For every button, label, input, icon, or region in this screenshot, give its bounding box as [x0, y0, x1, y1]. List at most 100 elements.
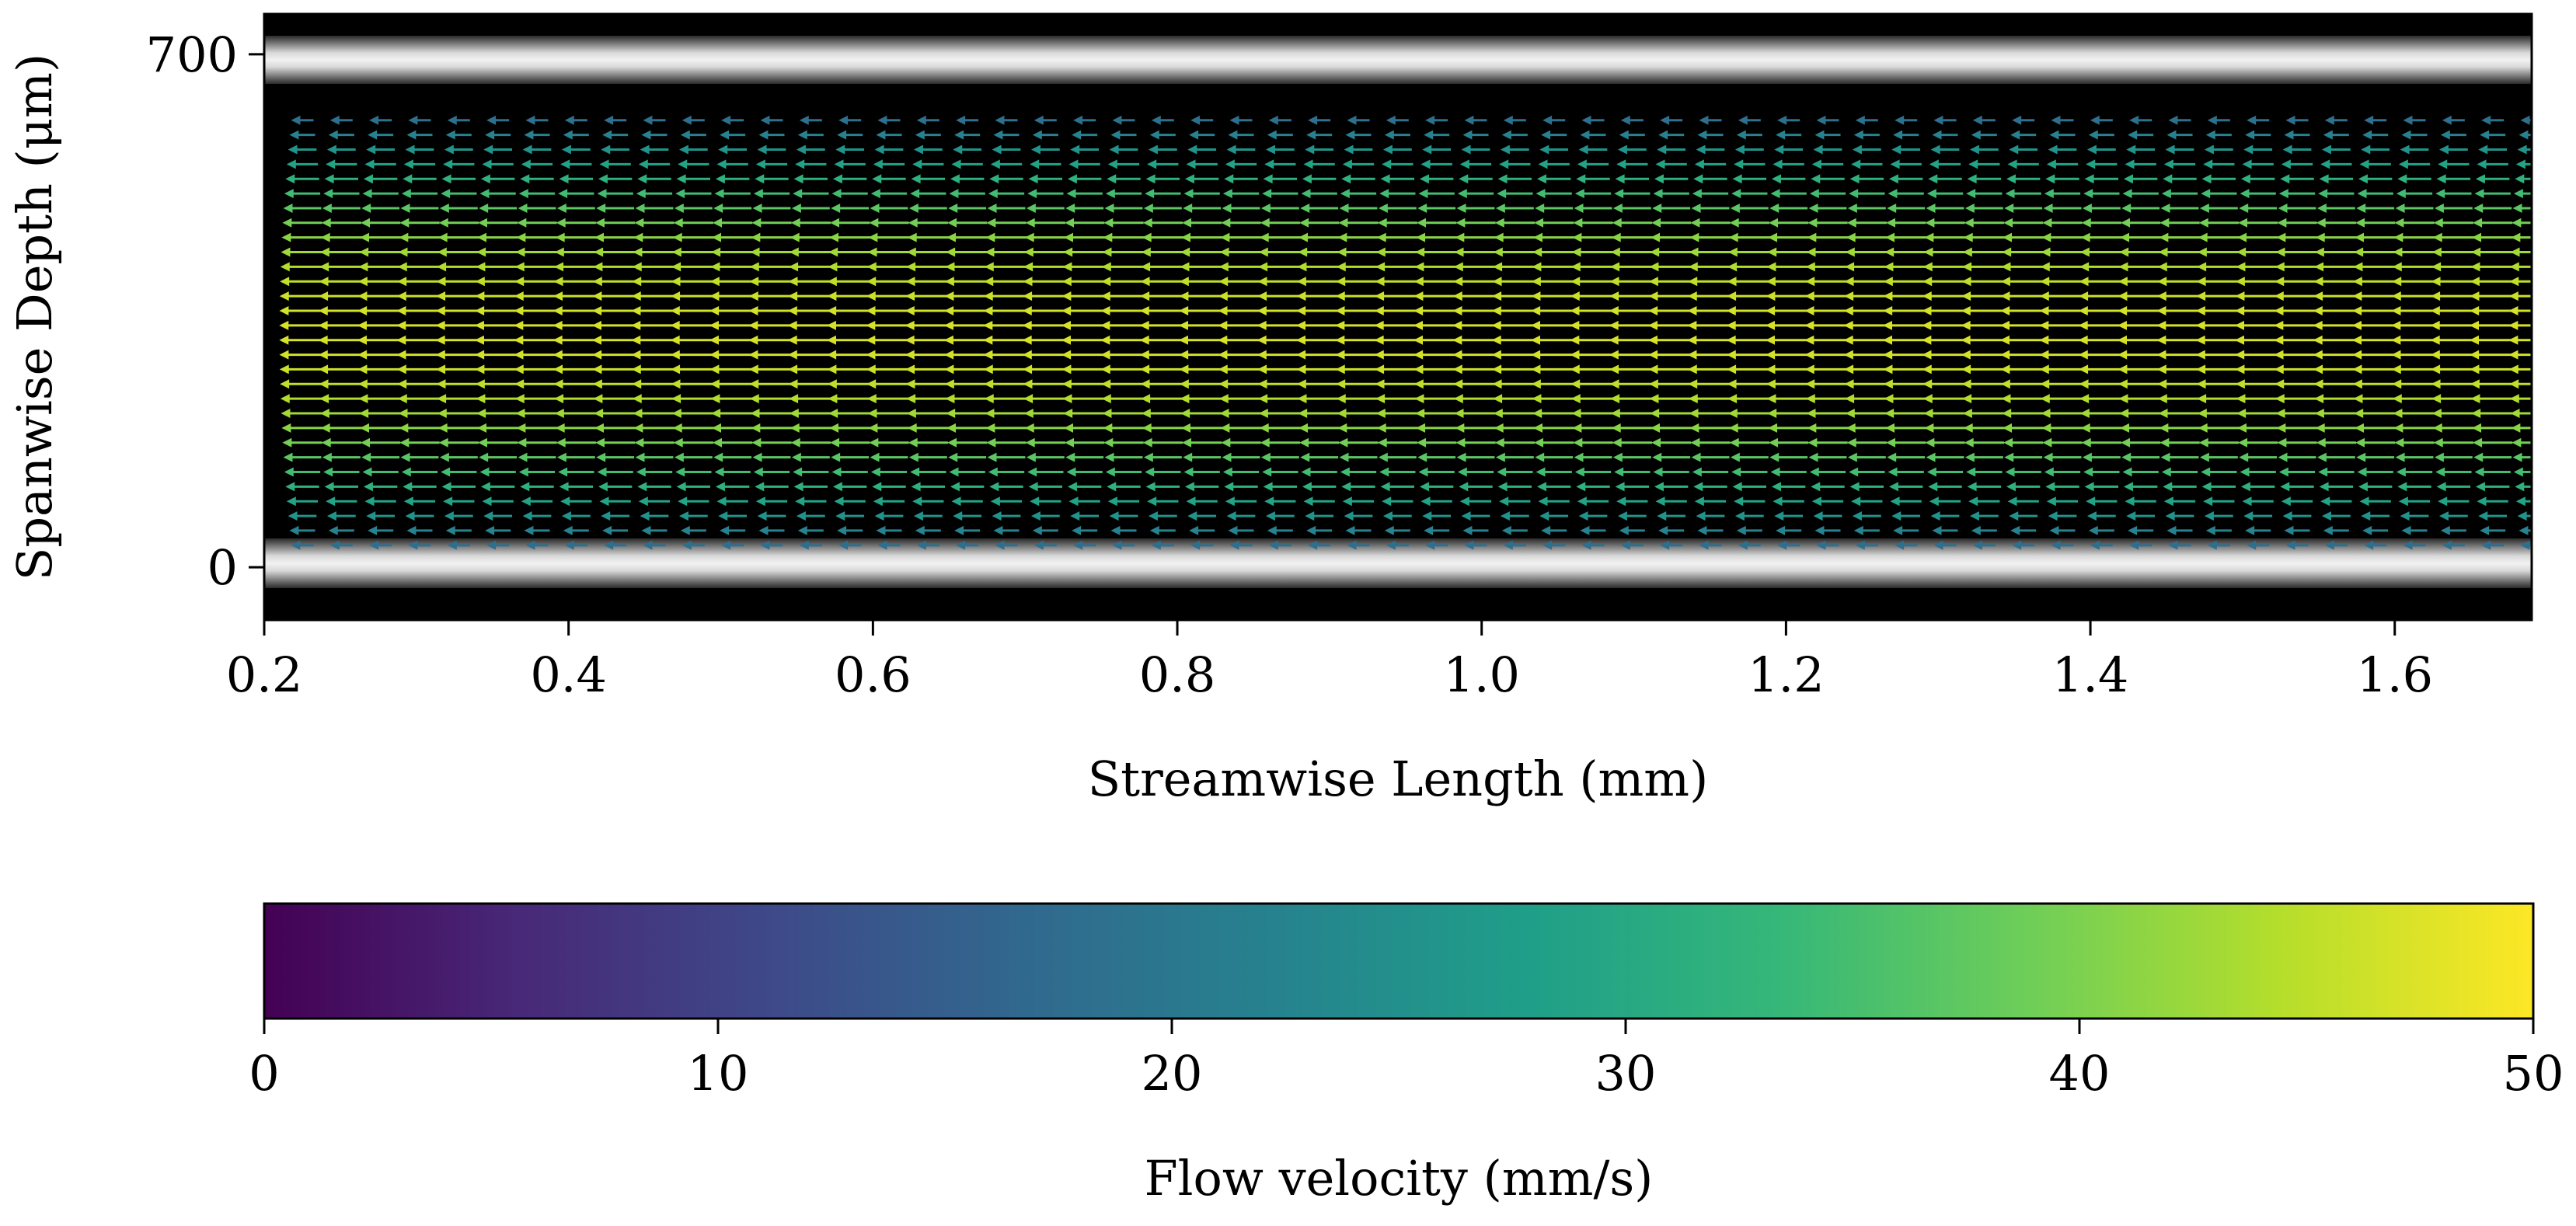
velocity-arrow	[1143, 203, 1182, 213]
velocity-arrow	[2003, 218, 2044, 228]
colorbar-tick-label: 40	[2049, 1045, 2111, 1102]
velocity-arrow	[1337, 247, 1380, 257]
velocity-arrow	[593, 262, 637, 272]
velocity-arrow	[1376, 232, 1418, 242]
velocity-arrow	[441, 174, 476, 184]
velocity-arrow	[751, 218, 792, 228]
velocity-arrow	[993, 130, 1020, 140]
velocity-arrow	[1884, 262, 1928, 272]
velocity-arrow	[1023, 262, 1068, 272]
velocity-arrow	[279, 291, 326, 301]
velocity-arrow	[1576, 174, 1610, 184]
velocity-arrow	[2354, 247, 2397, 257]
velocity-arrow	[592, 291, 638, 301]
velocity-arrow	[2481, 540, 2505, 550]
velocity-arrow	[1023, 409, 1067, 419]
velocity-arrow	[949, 189, 985, 199]
velocity-arrow	[2041, 423, 2083, 433]
colorbar-ticks: 0 10 20 30 40 50	[249, 1019, 2564, 1102]
velocity-arrow	[1734, 496, 1766, 507]
velocity-arrow	[1964, 452, 2003, 462]
velocity-arrow	[1886, 218, 1926, 228]
velocity-arrow	[1734, 145, 1764, 155]
velocity-arrow	[1347, 540, 1370, 550]
velocity-arrow	[1384, 525, 1410, 535]
velocity-arrow	[2119, 247, 2163, 257]
velocity-arrow	[1767, 409, 1811, 419]
velocity-arrow	[641, 525, 668, 535]
velocity-arrow	[1531, 291, 1577, 301]
velocity-arrow	[358, 394, 403, 404]
velocity-arrow	[1691, 203, 1730, 213]
velocity-arrow	[2247, 115, 2270, 125]
velocity-arrow	[2515, 174, 2532, 184]
velocity-arrow	[946, 247, 989, 257]
velocity-arrow	[2118, 364, 2163, 374]
velocity-arrow	[1147, 496, 1179, 507]
velocity-arrow	[2197, 409, 2240, 419]
velocity-arrow	[281, 423, 323, 433]
velocity-arrow	[403, 174, 437, 184]
velocity-arrow	[2474, 467, 2511, 477]
velocity-arrow	[436, 379, 482, 389]
velocity-arrow	[835, 145, 865, 155]
velocity-arrow	[1805, 277, 1850, 287]
velocity-arrow	[721, 540, 744, 550]
velocity-arrow	[1738, 540, 1761, 550]
velocity-arrow	[2203, 496, 2235, 507]
velocity-arrow	[1576, 482, 1610, 492]
velocity-arrow	[2125, 159, 2156, 169]
velocity-arrow	[1415, 409, 1459, 419]
velocity-arrow	[2517, 511, 2532, 521]
velocity-arrow	[1609, 379, 1655, 389]
velocity-arrow	[1112, 540, 1135, 550]
velocity-arrow	[2508, 320, 2532, 330]
velocity-arrow	[288, 511, 317, 521]
velocity-arrow	[1883, 379, 1929, 389]
velocity-arrow	[1268, 115, 1291, 125]
velocity-arrow	[671, 247, 715, 257]
velocity-arrow	[1335, 291, 1382, 301]
velocity-arrow	[1849, 467, 1885, 477]
velocity-arrow	[2438, 511, 2468, 521]
velocity-arrow	[359, 409, 403, 419]
velocity-arrow	[1883, 277, 1929, 287]
velocity-arrow	[716, 496, 748, 507]
velocity-arrow	[476, 394, 520, 404]
velocity-arrow	[2508, 335, 2532, 345]
velocity-arrow	[324, 482, 359, 492]
velocity-arrow	[525, 115, 549, 125]
velocity-arrow	[405, 511, 434, 521]
velocity-arrow	[908, 218, 948, 228]
velocity-arrow	[2090, 115, 2113, 125]
velocity-arrow	[2274, 262, 2320, 272]
velocity-arrow	[1689, 423, 1731, 433]
velocity-arrow	[2040, 394, 2085, 404]
velocity-arrow	[2321, 145, 2351, 155]
velocity-arrow	[2394, 437, 2435, 448]
velocity-arrow	[1420, 159, 1452, 169]
velocity-arrow	[713, 218, 753, 228]
velocity-arrow	[1610, 409, 1654, 419]
velocity-arrow	[1845, 409, 1888, 419]
velocity-arrow	[2470, 262, 2515, 272]
velocity-arrow	[1375, 394, 1420, 404]
velocity-arrow	[1853, 525, 1880, 535]
velocity-arrow	[599, 496, 631, 507]
velocity-arrow	[2480, 130, 2506, 140]
velocity-arrow	[2357, 467, 2393, 477]
velocity-arrow	[2119, 409, 2163, 419]
velocity-arrow	[475, 364, 521, 374]
velocity-arrow	[1729, 218, 1769, 228]
velocity-arrow	[329, 115, 353, 125]
velocity-arrow	[2508, 350, 2532, 360]
velocity-arrow	[2509, 277, 2532, 287]
velocity-arrow	[1062, 262, 1107, 272]
velocity-arrow	[1688, 277, 1733, 287]
velocity-arrow	[1386, 115, 1409, 125]
velocity-arrow	[2397, 482, 2431, 492]
velocity-arrow	[1967, 482, 2002, 492]
velocity-arrow	[758, 525, 785, 535]
velocity-arrow	[1648, 291, 1694, 301]
velocity-arrow	[1609, 364, 1655, 374]
